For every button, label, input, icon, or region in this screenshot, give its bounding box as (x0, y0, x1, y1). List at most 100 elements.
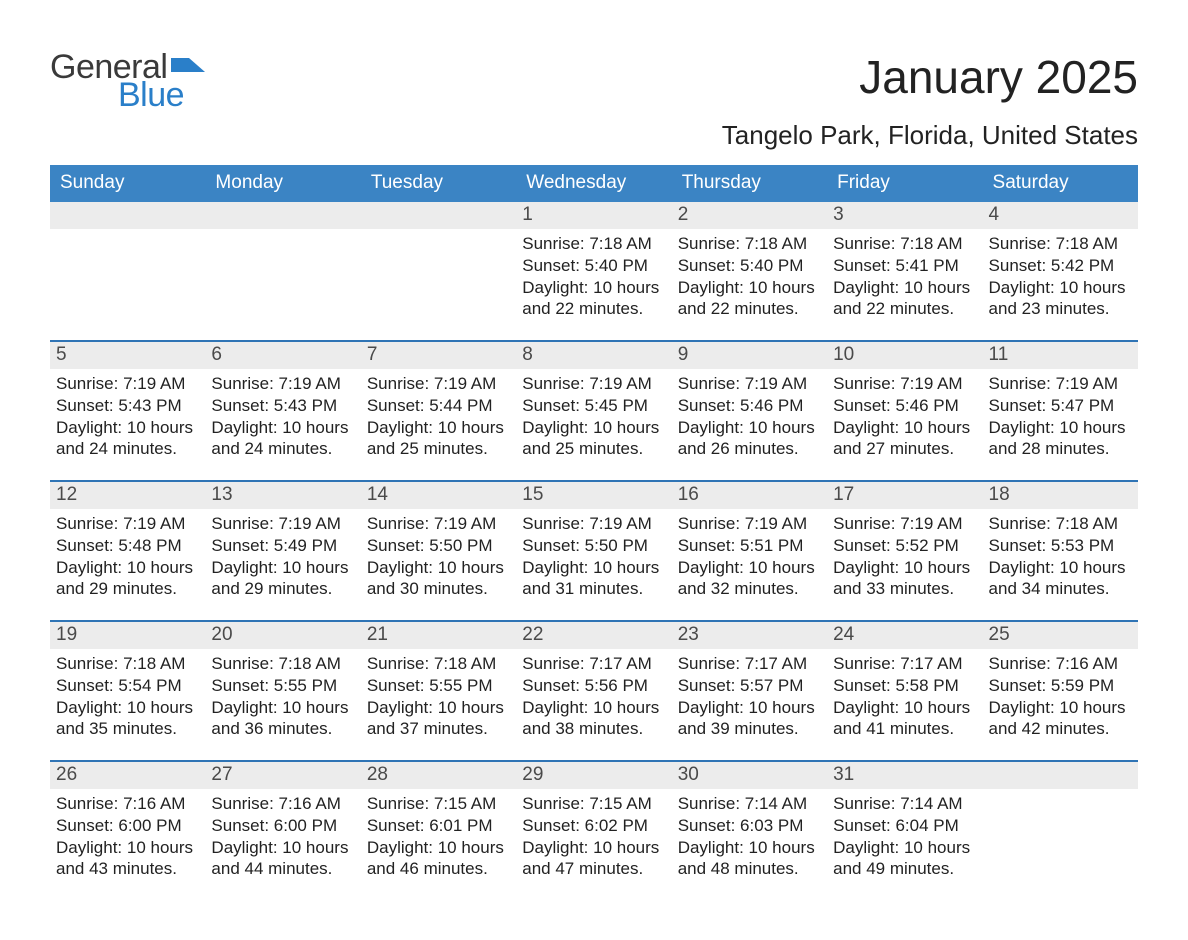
day-details: Sunrise: 7:19 AMSunset: 5:51 PMDaylight:… (676, 513, 823, 600)
day-cell: 10Sunrise: 7:19 AMSunset: 5:46 PMDayligh… (827, 341, 982, 481)
week-row: 12Sunrise: 7:19 AMSunset: 5:48 PMDayligh… (50, 481, 1138, 621)
sunset-line: Sunset: 5:47 PM (989, 395, 1132, 417)
sunrise-line: Sunrise: 7:19 AM (989, 373, 1132, 395)
daylight-line: Daylight: 10 hours and 27 minutes. (833, 417, 976, 461)
weekday-header-row: Sunday Monday Tuesday Wednesday Thursday… (50, 165, 1138, 202)
sunset-line: Sunset: 5:42 PM (989, 255, 1132, 277)
sunset-line: Sunset: 5:43 PM (56, 395, 199, 417)
sunset-line: Sunset: 6:00 PM (56, 815, 199, 837)
day-details: Sunrise: 7:16 AMSunset: 5:59 PMDaylight:… (987, 653, 1134, 740)
daylight-line: Daylight: 10 hours and 48 minutes. (678, 837, 821, 881)
sunset-line: Sunset: 5:59 PM (989, 675, 1132, 697)
daylight-line: Daylight: 10 hours and 31 minutes. (522, 557, 665, 601)
sunrise-line: Sunrise: 7:18 AM (522, 233, 665, 255)
day-number: 4 (983, 202, 1138, 229)
location-text: Tangelo Park, Florida, United States (722, 120, 1138, 151)
sunset-line: Sunset: 6:00 PM (211, 815, 354, 837)
daylight-line: Daylight: 10 hours and 35 minutes. (56, 697, 199, 741)
weekday-header: Monday (205, 165, 360, 202)
day-number: 7 (361, 342, 516, 369)
sunrise-line: Sunrise: 7:19 AM (211, 373, 354, 395)
sunset-line: Sunset: 6:03 PM (678, 815, 821, 837)
sunrise-line: Sunrise: 7:18 AM (56, 653, 199, 675)
daylight-line: Daylight: 10 hours and 24 minutes. (56, 417, 199, 461)
day-cell: 3Sunrise: 7:18 AMSunset: 5:41 PMDaylight… (827, 202, 982, 341)
header-bar: General Blue January 2025 Tangelo Park, … (50, 50, 1138, 151)
sunrise-line: Sunrise: 7:18 AM (211, 653, 354, 675)
day-number: 30 (672, 762, 827, 789)
day-details: Sunrise: 7:17 AMSunset: 5:58 PMDaylight:… (831, 653, 978, 740)
week-row: 5Sunrise: 7:19 AMSunset: 5:43 PMDaylight… (50, 341, 1138, 481)
day-details: Sunrise: 7:18 AMSunset: 5:53 PMDaylight:… (987, 513, 1134, 600)
day-details: Sunrise: 7:19 AMSunset: 5:50 PMDaylight:… (365, 513, 512, 600)
day-cell: 8Sunrise: 7:19 AMSunset: 5:45 PMDaylight… (516, 341, 671, 481)
daylight-line: Daylight: 10 hours and 39 minutes. (678, 697, 821, 741)
day-details: Sunrise: 7:19 AMSunset: 5:46 PMDaylight:… (831, 373, 978, 460)
sunrise-line: Sunrise: 7:19 AM (211, 513, 354, 535)
sunset-line: Sunset: 6:04 PM (833, 815, 976, 837)
daylight-line: Daylight: 10 hours and 32 minutes. (678, 557, 821, 601)
sunrise-line: Sunrise: 7:19 AM (833, 373, 976, 395)
calendar-document: General Blue January 2025 Tangelo Park, … (0, 0, 1188, 940)
day-details: Sunrise: 7:14 AMSunset: 6:03 PMDaylight:… (676, 793, 823, 880)
daylight-line: Daylight: 10 hours and 49 minutes. (833, 837, 976, 881)
calendar-table: Sunday Monday Tuesday Wednesday Thursday… (50, 165, 1138, 900)
day-number: 29 (516, 762, 671, 789)
sunset-line: Sunset: 5:50 PM (522, 535, 665, 557)
sunrise-line: Sunrise: 7:15 AM (367, 793, 510, 815)
day-cell: 19 Sunrise: 7:18 AMSunset: 5:54 PMDayligh… (50, 621, 205, 761)
day-number: 19 (50, 622, 205, 649)
sunrise-line: Sunrise: 7:19 AM (678, 513, 821, 535)
day-cell: 21Sunrise: 7:18 AMSunset: 5:55 PMDayligh… (361, 621, 516, 761)
sunrise-line: Sunrise: 7:19 AM (56, 373, 199, 395)
sunrise-line: Sunrise: 7:16 AM (989, 653, 1132, 675)
day-number: 6 (205, 342, 360, 369)
day-number: 14 (361, 482, 516, 509)
day-details: Sunrise: 7:19 AMSunset: 5:46 PMDaylight:… (676, 373, 823, 460)
sunrise-line: Sunrise: 7:14 AM (833, 793, 976, 815)
sunrise-line: Sunrise: 7:19 AM (367, 373, 510, 395)
sunset-line: Sunset: 5:49 PM (211, 535, 354, 557)
day-details: Sunrise: 7:18 AMSunset: 5:54 PMDaylight:… (54, 653, 201, 740)
day-details: Sunrise: 7:14 AMSunset: 6:04 PMDaylight:… (831, 793, 978, 880)
sunset-line: Sunset: 5:52 PM (833, 535, 976, 557)
sunrise-line: Sunrise: 7:17 AM (678, 653, 821, 675)
day-number (983, 762, 1138, 789)
day-cell: 4Sunrise: 7:18 AMSunset: 5:42 PMDaylight… (983, 202, 1138, 341)
sunrise-line: Sunrise: 7:14 AM (678, 793, 821, 815)
day-cell: 16Sunrise: 7:19 AMSunset: 5:51 PMDayligh… (672, 481, 827, 621)
day-number: 9 (672, 342, 827, 369)
daylight-line: Daylight: 10 hours and 41 minutes. (833, 697, 976, 741)
week-row: 1Sunrise: 7:18 AMSunset: 5:40 PMDaylight… (50, 202, 1138, 341)
day-number: 18 (983, 482, 1138, 509)
day-cell: 18 Sunrise: 7:18 AMSunset: 5:53 PMDayligh… (983, 481, 1138, 621)
day-number (361, 202, 516, 229)
day-details: Sunrise: 7:19 AMSunset: 5:52 PMDaylight:… (831, 513, 978, 600)
weekday-header: Saturday (983, 165, 1138, 202)
day-details: Sunrise: 7:17 AMSunset: 5:56 PMDaylight:… (520, 653, 667, 740)
daylight-line: Daylight: 10 hours and 24 minutes. (211, 417, 354, 461)
daylight-line: Daylight: 10 hours and 25 minutes. (522, 417, 665, 461)
sunset-line: Sunset: 5:55 PM (211, 675, 354, 697)
sunset-line: Sunset: 5:40 PM (522, 255, 665, 277)
day-cell: 22 Sunrise: 7:17 AMSunset: 5:56 PMDayligh… (516, 621, 671, 761)
day-cell: 11Sunrise: 7:19 AMSunset: 5:47 PMDayligh… (983, 341, 1138, 481)
daylight-line: Daylight: 10 hours and 22 minutes. (678, 277, 821, 321)
weekday-header: Wednesday (516, 165, 671, 202)
day-number: 22 (516, 622, 671, 649)
sunrise-line: Sunrise: 7:18 AM (989, 513, 1132, 535)
day-number: 17 (827, 482, 982, 509)
day-number: 24 (827, 622, 982, 649)
day-cell: 24 Sunrise: 7:17 AMSunset: 5:58 PMDayligh… (827, 621, 982, 761)
sunrise-line: Sunrise: 7:16 AM (211, 793, 354, 815)
day-cell: 25Sunrise: 7:16 AMSunset: 5:59 PMDayligh… (983, 621, 1138, 761)
day-number: 8 (516, 342, 671, 369)
day-cell: 1 Sunrise: 7:18 AMSunset: 5:40 PMDaylight… (516, 202, 671, 341)
day-number: 1 (516, 202, 671, 229)
daylight-line: Daylight: 10 hours and 25 minutes. (367, 417, 510, 461)
sunrise-line: Sunrise: 7:18 AM (367, 653, 510, 675)
day-cell (361, 202, 516, 341)
day-details: Sunrise: 7:18 AMSunset: 5:40 PMDaylight:… (676, 233, 823, 320)
daylight-line: Daylight: 10 hours and 22 minutes. (522, 277, 665, 321)
day-number: 5 (50, 342, 205, 369)
